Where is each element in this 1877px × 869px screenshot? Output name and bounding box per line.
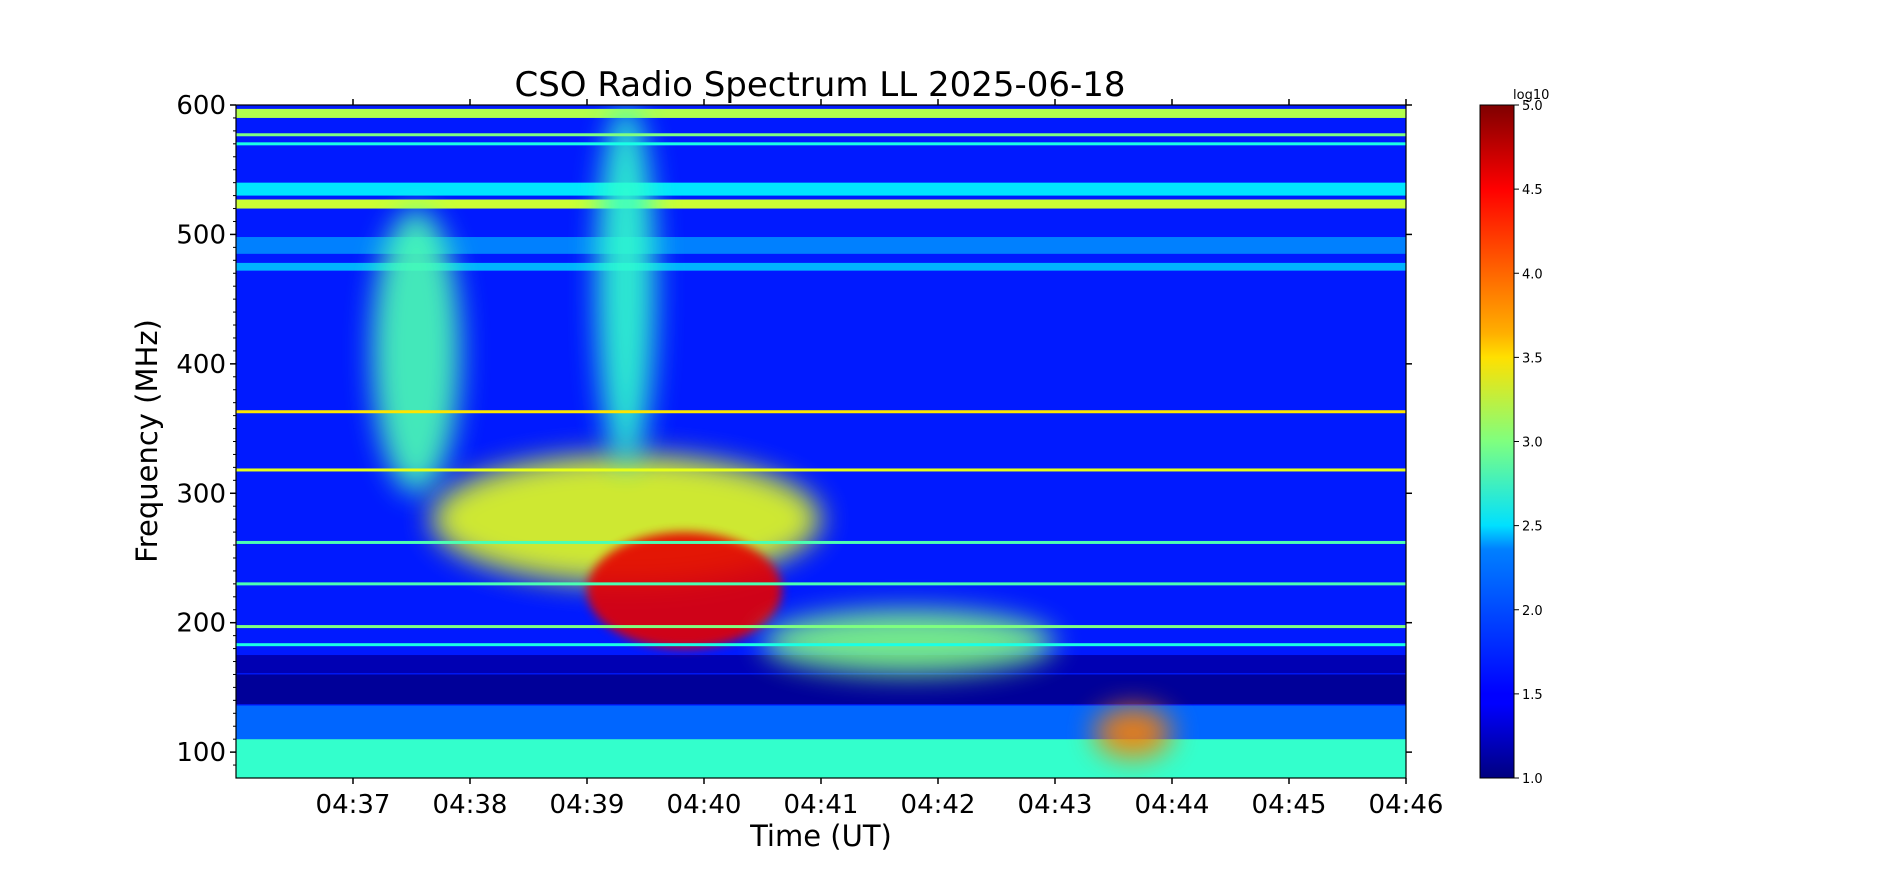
y-axis: 100 200 300 400 500 600 <box>176 91 1412 768</box>
y-tick-label: 200 <box>176 609 226 639</box>
colorbar-ticks: 1.0 1.5 2.0 2.5 3.0 3.5 4.0 4.5 5.0 <box>1514 99 1543 787</box>
y-tick-label: 100 <box>176 738 226 768</box>
colorbar-gradient <box>1479 104 1515 779</box>
x-tick-label: 04:45 <box>1252 790 1327 820</box>
x-tick-label: 04:39 <box>550 790 625 820</box>
colorbar-tick-label: 3.5 <box>1522 351 1543 366</box>
x-tick-label: 04:41 <box>784 790 859 820</box>
band-layer <box>236 108 1406 778</box>
interference-line <box>236 142 1406 146</box>
frequency-band <box>236 262 1406 271</box>
colorbar: log10 1.0 1.5 2.0 2.5 3.0 3.5 4.0 4.5 5.0 <box>1479 88 1549 787</box>
colorbar-label: log10 <box>1513 88 1549 103</box>
colorbar-tick-label: 4.5 <box>1522 183 1543 198</box>
y-tick-label: 400 <box>176 350 226 380</box>
line-layer <box>236 133 1406 647</box>
frequency-band <box>236 199 1406 209</box>
colorbar-tick-label: 1.0 <box>1522 772 1543 787</box>
interference-line <box>236 133 1406 137</box>
x-tick-label: 04:46 <box>1369 790 1444 820</box>
x-tick-label: 04:40 <box>667 790 742 820</box>
colorbar-tick-label: 1.5 <box>1522 688 1543 703</box>
spectrogram-plot <box>235 104 1407 779</box>
frequency-band <box>236 674 1406 705</box>
x-tick-label: 04:37 <box>316 790 391 820</box>
chart-title: CSO Radio Spectrum LL 2025-06-18 <box>514 65 1125 105</box>
y-axis-label: Frequency (MHz) <box>130 319 164 563</box>
burst-high-drift <box>372 208 461 494</box>
frequency-band <box>236 182 1406 196</box>
x-tick-label: 04:44 <box>1135 790 1210 820</box>
x-tick-label: 04:38 <box>433 790 508 820</box>
frequency-band <box>236 108 1406 118</box>
interference-line <box>236 643 1406 647</box>
interference-line <box>236 582 1406 586</box>
broadband-column <box>596 105 656 468</box>
y-tick-label: 500 <box>176 220 226 250</box>
colorbar-tick-label: 5.0 <box>1522 99 1543 114</box>
x-tick-label: 04:42 <box>901 790 976 820</box>
frequency-band <box>236 739 1406 778</box>
burst-tail <box>762 609 1055 675</box>
x-axis-label: Time (UT) <box>749 819 892 853</box>
interference-line <box>236 410 1406 414</box>
colorbar-tick-label: 2.0 <box>1522 604 1543 619</box>
frequency-band <box>236 705 1406 740</box>
low-band-patch <box>1094 706 1172 759</box>
y-tick-label: 300 <box>176 479 226 509</box>
x-tick-label: 04:43 <box>1018 790 1093 820</box>
x-axis: 04:37 04:38 04:39 04:40 04:41 04:42 04:43 04:44… <box>316 99 1444 820</box>
interference-line <box>236 625 1406 629</box>
burst-layer <box>372 105 1172 759</box>
frequency-band <box>236 237 1406 254</box>
colorbar-tick-label: 2.5 <box>1522 520 1543 535</box>
interference-line <box>236 540 1406 544</box>
interference-line <box>236 468 1406 472</box>
y-tick-label: 600 <box>176 91 226 121</box>
burst-core <box>587 532 782 649</box>
colorbar-tick-label: 4.0 <box>1522 267 1543 282</box>
colorbar-tick-label: 3.0 <box>1522 436 1543 451</box>
